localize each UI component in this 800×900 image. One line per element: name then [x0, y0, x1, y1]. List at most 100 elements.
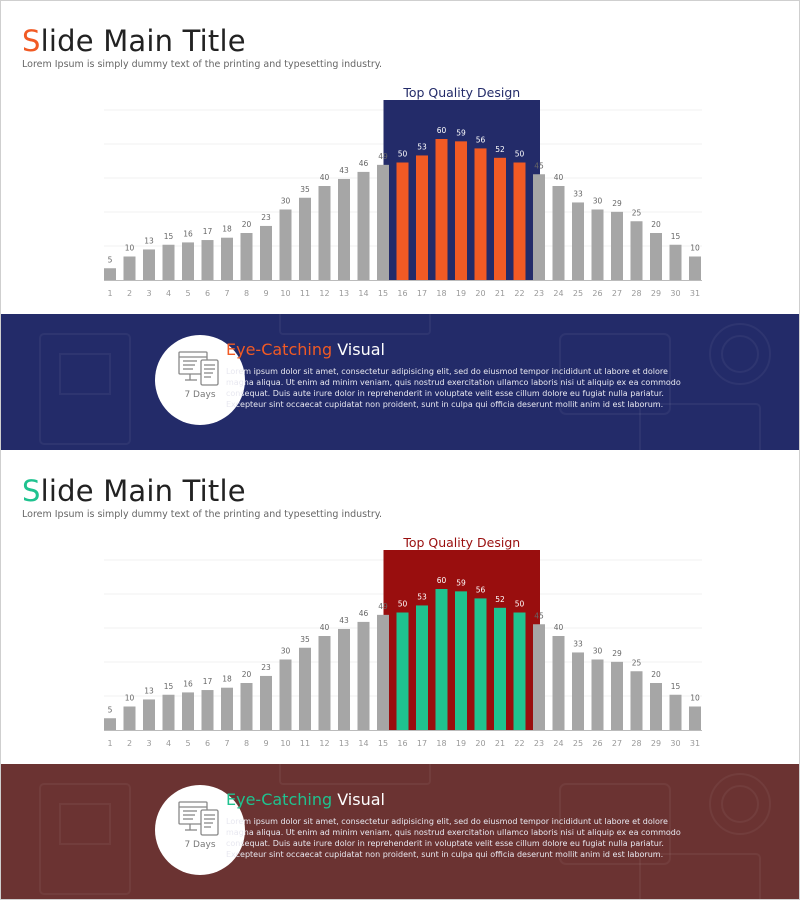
x-tick-label: 18: [436, 289, 446, 298]
days-badge: 7 Days: [155, 335, 245, 425]
x-tick-label: 12: [319, 289, 329, 298]
bar: [357, 171, 370, 280]
value-label: 40: [320, 623, 330, 632]
x-tick-label: 10: [280, 739, 290, 748]
x-tick-label: 21: [495, 289, 505, 298]
x-tick-label: 25: [573, 289, 583, 298]
bar: [104, 268, 116, 280]
x-tick-label: 23: [534, 739, 544, 748]
value-label: 56: [476, 585, 486, 594]
x-tick-label: 12: [319, 739, 329, 748]
value-label: 43: [339, 166, 349, 175]
value-label: 52: [495, 145, 505, 154]
bars: [104, 589, 701, 730]
value-label: 35: [300, 185, 310, 194]
x-tick-label: 21: [495, 739, 505, 748]
x-tick-label: 7: [224, 739, 229, 748]
value-label: 59: [456, 128, 466, 137]
x-tick-label: 6: [205, 739, 210, 748]
slide-title-first-letter: S: [22, 474, 41, 508]
value-label: 59: [456, 578, 466, 587]
devices-icon: [178, 351, 219, 386]
x-tick-label: 19: [456, 289, 466, 298]
bar: [162, 694, 175, 730]
banner-title-rest: Visual: [332, 340, 385, 359]
bar: [416, 605, 428, 730]
x-tick-label: 4: [166, 289, 171, 298]
x-tick-label: 14: [358, 739, 368, 748]
banner-title-highlight: Eye-Catching: [226, 340, 333, 359]
value-label: 40: [554, 173, 564, 182]
x-tick-label: 22: [514, 739, 524, 748]
bar: [123, 706, 136, 730]
bar: [240, 683, 253, 730]
value-label: 25: [632, 208, 642, 217]
bar: [240, 233, 253, 280]
highlight-label: Top Quality Design: [402, 85, 520, 100]
bar: [591, 659, 604, 730]
value-label: 15: [164, 682, 174, 691]
banner-title-highlight: Eye-Catching: [226, 790, 333, 809]
bar: [455, 591, 467, 730]
x-tick-label: 5: [185, 289, 190, 298]
slide-1: Slide Main Title Lorem Ipsum is simply d…: [0, 24, 800, 450]
x-tick-label: 15: [378, 739, 388, 748]
x-tick-label: 10: [280, 289, 290, 298]
bar: [357, 621, 370, 730]
value-label: 17: [203, 677, 213, 686]
value-label: 16: [183, 679, 193, 688]
slide-subtitle: Lorem Ipsum is simply dummy text of the …: [22, 509, 383, 520]
x-tick-label: 8: [244, 289, 249, 298]
x-tick-label: 17: [417, 289, 427, 298]
value-label: 45: [534, 161, 544, 170]
value-label: 30: [281, 197, 291, 206]
x-tick-label: 9: [263, 739, 268, 748]
bar: [279, 209, 292, 280]
bar: [396, 162, 409, 280]
bar: [650, 683, 662, 730]
value-label: 13: [144, 236, 154, 245]
bar: [455, 141, 467, 280]
bar: [162, 244, 175, 280]
value-label: 5: [108, 705, 113, 714]
x-tick-label: 23: [534, 289, 544, 298]
bar: [318, 636, 331, 730]
x-tick-label: 24: [553, 739, 563, 748]
x-tick-label: 14: [358, 289, 368, 298]
bar: [201, 690, 214, 730]
x-tick-label: 3: [146, 739, 151, 748]
x-tick-label: 20: [475, 739, 485, 748]
x-tick-label: 20: [475, 289, 485, 298]
x-tick-label: 30: [670, 289, 680, 298]
bar: [338, 178, 350, 280]
bar: [689, 706, 701, 730]
x-tick-label: 2: [127, 739, 132, 748]
value-labels: 5 10 13 15 16 17 18 20 23 30 35 40 43 46 49 50 53 60 59 56 5…: [108, 576, 700, 714]
value-label: 18: [222, 675, 232, 684]
x-tick-label: 11: [300, 289, 310, 298]
x-tick-label: 25: [573, 739, 583, 748]
bar: [260, 675, 272, 730]
value-label: 13: [144, 686, 154, 695]
bar: [182, 242, 194, 280]
value-label: 5: [108, 255, 113, 264]
x-tick-label: 26: [592, 739, 602, 748]
slide-title: Slide Main Title: [22, 24, 246, 58]
devices-icon: [178, 801, 219, 836]
banner-body-text: Lorem ipsum dolor sit amet, consectetur …: [226, 817, 681, 859]
bar: [474, 148, 487, 280]
value-label: 23: [261, 663, 271, 672]
bar: [611, 661, 623, 730]
info-banner: [0, 764, 800, 900]
value-label: 53: [417, 592, 427, 601]
value-label: 50: [515, 150, 525, 159]
x-tick-label: 30: [670, 739, 680, 748]
bar: [611, 211, 623, 280]
value-label: 43: [339, 616, 349, 625]
value-label: 40: [554, 623, 564, 632]
value-label: 60: [437, 576, 447, 585]
value-labels: 5 10 13 15 16 17 18 20 23 30 35 40 43 46 49 50 53 60 59 56 5…: [108, 126, 700, 264]
x-tick-labels: 1 2 3 4 5 6 7 8 9 10 11 12 13 14 15 16 17 18 19 20 21 22 23 24 2…: [107, 739, 700, 748]
bar: [377, 164, 389, 280]
